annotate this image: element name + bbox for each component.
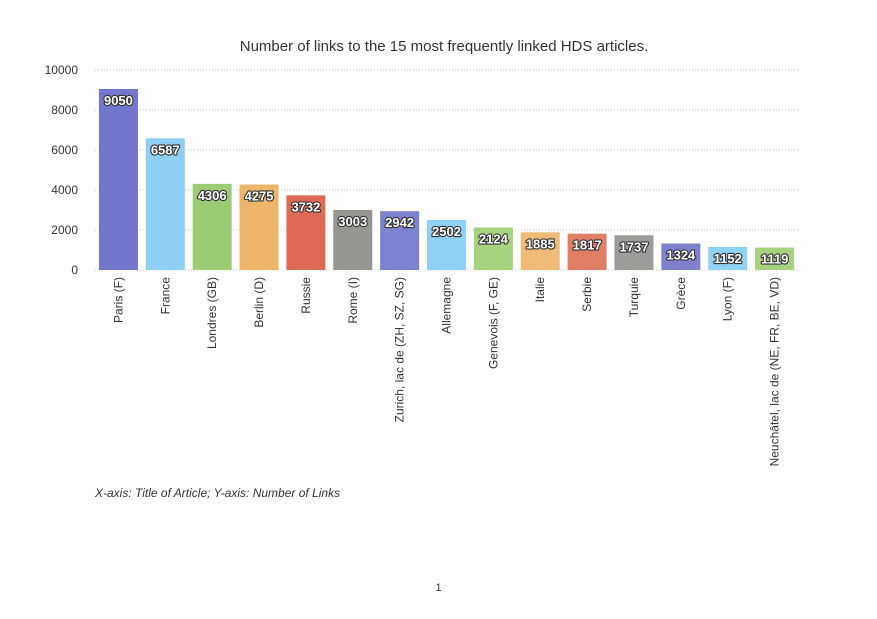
y-tick-label: 0: [71, 263, 78, 277]
x-tick-label: Italie: [533, 277, 547, 303]
data-label: 4306: [198, 188, 227, 203]
x-tick-label: Rome (I): [346, 277, 360, 324]
chart-title: Number of links to the 15 most frequentl…: [240, 38, 649, 55]
bar: [473, 227, 513, 270]
y-axis-ticks: 0 2000 4000 6000 8000 10000: [45, 63, 79, 277]
x-tick-label: Zurich, lac de (ZH, SZ, SG): [393, 277, 407, 422]
data-label: 2502: [432, 224, 461, 239]
x-tick-label: Russie: [299, 277, 313, 314]
x-tick-label: Allemagne: [440, 277, 454, 334]
bar: [708, 246, 748, 270]
bar: [380, 211, 420, 270]
x-tick-label: Grèce: [674, 277, 688, 310]
data-label: 1737: [620, 239, 649, 254]
data-label: 1324: [666, 248, 696, 263]
data-label: 1152: [714, 251, 742, 266]
x-tick-label: Genevois (F, GE): [486, 277, 500, 369]
bar: [192, 183, 232, 270]
y-tick-label: 6000: [51, 143, 78, 157]
y-tick-label: 8000: [51, 103, 78, 117]
bar: [427, 219, 466, 270]
bar: [333, 209, 373, 270]
bar: [239, 184, 279, 270]
data-label: 1817: [573, 238, 602, 253]
data-label: 2942: [385, 215, 414, 230]
bar: [98, 89, 138, 270]
bar: [520, 232, 560, 270]
data-label: 9050: [104, 93, 133, 108]
data-label: 1119: [761, 252, 789, 267]
x-tick-label: Londres (GB): [205, 277, 219, 349]
data-label: 3732: [291, 199, 320, 214]
x-tick-label: Berlin (D): [252, 277, 266, 328]
page-number: 1: [435, 582, 442, 594]
bar: [614, 235, 654, 270]
bar: [145, 138, 185, 270]
bars: [98, 89, 795, 270]
y-tick-label: 4000: [51, 183, 78, 197]
data-label: 6587: [151, 142, 180, 157]
x-tick-label: Lyon (F): [721, 277, 735, 321]
data-label: 3003: [338, 214, 367, 229]
x-tick-label: France: [158, 277, 172, 315]
data-labels: 9050 6587 4306 4275 3732 3003 2942 2502 2124 1885…: [103, 92, 790, 268]
bar: [661, 243, 701, 270]
bar: [567, 233, 607, 270]
x-tick-label: Neuchâtel, lac de (NE, FR, BE, VD): [768, 277, 782, 466]
y-tick-label: 10000: [45, 63, 79, 77]
y-tick-label: 2000: [51, 223, 78, 237]
data-label: 2124: [479, 232, 509, 247]
x-tick-label: Serbie: [580, 277, 594, 312]
data-label: 4275: [245, 189, 274, 204]
bar: [286, 195, 326, 270]
x-axis-ticks: Paris (F) France Londres (GB) Berlin (D) Rus…: [111, 277, 781, 467]
axis-note: X-axis: Title of Article; Y-axis: Number…: [95, 486, 341, 500]
bar: [755, 247, 795, 270]
data-label: 1885: [526, 236, 555, 251]
x-tick-label: Turquie: [627, 277, 641, 318]
x-tick-label: Paris (F): [111, 277, 125, 323]
